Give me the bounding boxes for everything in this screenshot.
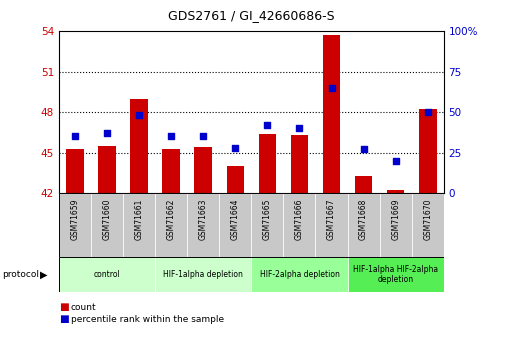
Point [263, 122, 271, 128]
Text: GSM71667: GSM71667 [327, 198, 336, 240]
Text: GDS2761 / GI_42660686-S: GDS2761 / GI_42660686-S [168, 9, 334, 22]
Text: ■: ■ [59, 302, 69, 312]
Point [295, 126, 304, 131]
Text: GSM71666: GSM71666 [295, 198, 304, 240]
Text: GSM71665: GSM71665 [263, 198, 272, 240]
Bar [98, 146, 116, 193]
Text: count: count [71, 303, 96, 312]
Bar [227, 166, 244, 193]
Bar [59, 193, 91, 257]
Text: GSM71659: GSM71659 [70, 198, 80, 240]
Point [199, 134, 207, 139]
Bar [130, 99, 148, 193]
Text: percentile rank within the sample: percentile rank within the sample [71, 315, 224, 324]
Text: ■: ■ [59, 314, 69, 324]
Bar [163, 149, 180, 193]
Text: GSM71660: GSM71660 [103, 198, 112, 240]
Text: HIF-1alpha HIF-2alpha
depletion: HIF-1alpha HIF-2alpha depletion [353, 265, 438, 284]
Bar [387, 190, 404, 193]
Text: GSM71663: GSM71663 [199, 198, 208, 240]
Text: control: control [94, 270, 121, 279]
Text: GSM71668: GSM71668 [359, 198, 368, 240]
Bar [155, 193, 187, 257]
Bar [380, 193, 411, 257]
Bar [323, 35, 340, 193]
Point [391, 158, 400, 164]
Bar [59, 257, 155, 292]
Text: ▶: ▶ [40, 269, 47, 279]
Text: GSM71670: GSM71670 [423, 198, 432, 240]
Point [103, 130, 111, 136]
Point [71, 134, 79, 139]
Bar [155, 257, 251, 292]
Bar [66, 149, 84, 193]
Bar [355, 176, 372, 193]
Text: GSM71662: GSM71662 [167, 198, 176, 240]
Text: HIF-1alpha depletion: HIF-1alpha depletion [163, 270, 243, 279]
Point [135, 112, 143, 118]
Bar [123, 193, 155, 257]
Point [360, 147, 368, 152]
Bar [283, 193, 315, 257]
Bar [291, 135, 308, 193]
Text: GSM71664: GSM71664 [231, 198, 240, 240]
Text: HIF-2alpha depletion: HIF-2alpha depletion [260, 270, 340, 279]
Bar [259, 134, 276, 193]
Point [424, 109, 432, 115]
Text: GSM71661: GSM71661 [134, 198, 144, 240]
Point [167, 134, 175, 139]
Bar [348, 257, 444, 292]
Text: GSM71669: GSM71669 [391, 198, 400, 240]
Bar [91, 193, 123, 257]
Bar [419, 109, 437, 193]
Bar [220, 193, 251, 257]
Bar [187, 193, 220, 257]
Bar [348, 193, 380, 257]
Text: protocol: protocol [3, 270, 40, 279]
Point [327, 85, 336, 91]
Bar [315, 193, 348, 257]
Point [231, 145, 240, 150]
Bar [411, 193, 444, 257]
Bar [194, 147, 212, 193]
Bar [251, 257, 348, 292]
Bar [251, 193, 283, 257]
